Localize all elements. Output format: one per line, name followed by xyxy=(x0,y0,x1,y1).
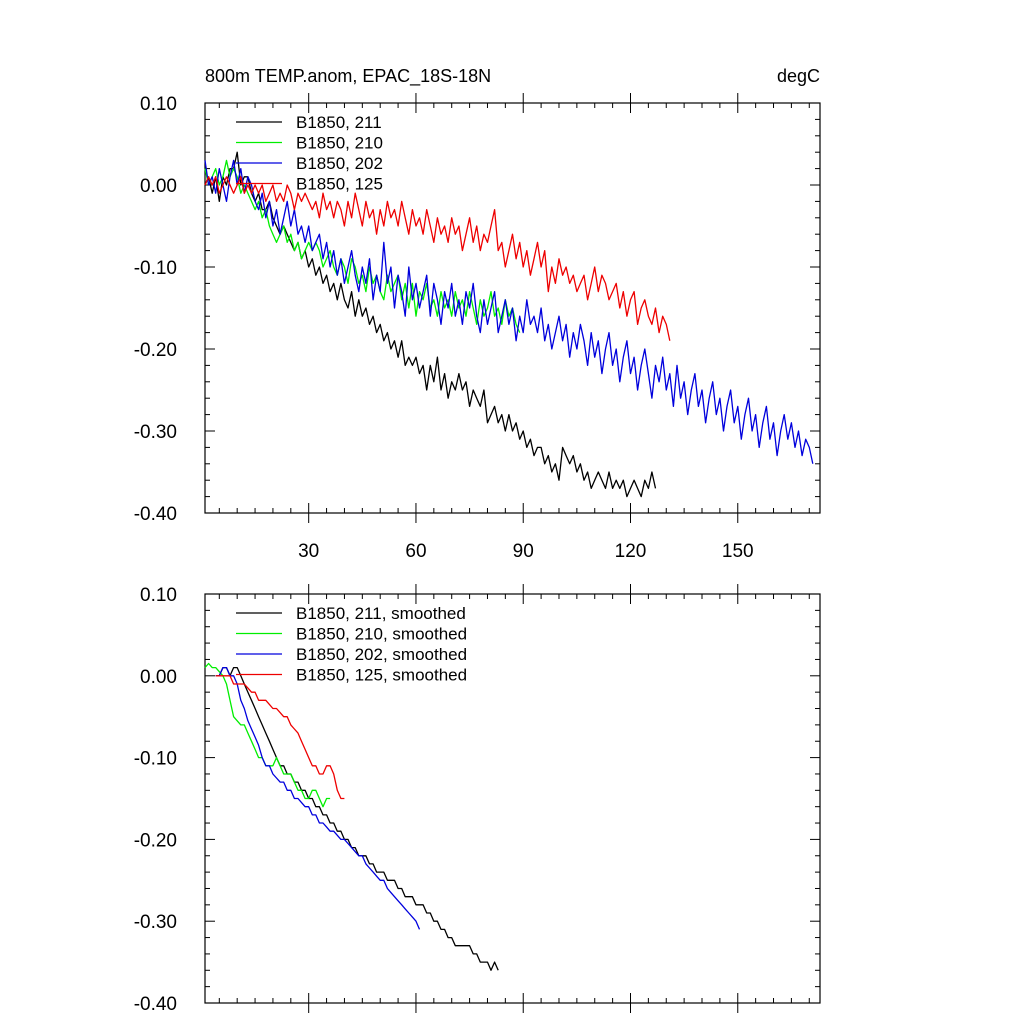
legend-entry: B1850, 211 xyxy=(296,113,382,132)
y-tick-label: -0.40 xyxy=(134,504,177,525)
series-line-2 xyxy=(204,159,521,333)
y-tick-label: 0.10 xyxy=(140,585,177,606)
y-tick-label: 0.10 xyxy=(140,94,177,115)
series-line-4 xyxy=(204,176,671,341)
plot-frame xyxy=(204,102,821,514)
y-tick-label: -0.10 xyxy=(134,258,177,279)
y-tick-label: -0.40 xyxy=(134,994,177,1015)
chart-panel-1: 0.10 0.00 -0.10 -0.20 -0.30 -0.40 30 60 90 120 150… xyxy=(134,66,821,562)
series-line-3 xyxy=(215,666,421,930)
y-tick-label: -0.20 xyxy=(134,340,177,361)
series-line-4 xyxy=(215,675,345,800)
x-tick-label: 30 xyxy=(298,541,319,562)
legend-entry: B1850, 202 xyxy=(296,154,383,173)
y-tick-label: -0.30 xyxy=(134,912,177,933)
plot-frame xyxy=(204,593,821,1004)
chart-title: 800m TEMP.anom, EPAC_18S-18N xyxy=(205,66,491,87)
series-line-3 xyxy=(204,159,814,464)
y-tick-label: 0.00 xyxy=(140,667,177,688)
legend-entry: B1850, 210 xyxy=(296,134,383,153)
legend-entry: B1850, 202, smoothed xyxy=(296,645,467,664)
series-line-1 xyxy=(204,151,657,498)
series-line-2 xyxy=(204,662,331,808)
series-line-1 xyxy=(215,666,499,971)
legend-entry: B1850, 210, smoothed xyxy=(296,625,467,644)
x-tick-label: 150 xyxy=(722,541,754,562)
legend-entry: B1850, 211, smoothed xyxy=(296,604,466,623)
y-tick-label: -0.20 xyxy=(134,830,177,851)
x-tick-label: 120 xyxy=(615,541,647,562)
y-tick-label: -0.30 xyxy=(134,422,177,443)
units-label: degC xyxy=(777,66,820,86)
legend-entry: B1850, 125 xyxy=(296,175,383,194)
x-tick-label: 60 xyxy=(405,541,426,562)
chart-panel-2: 0.10 0.00 -0.10 -0.20 -0.30 -0.40 B1850, 211, … xyxy=(134,584,821,1015)
x-tick-label: 90 xyxy=(513,541,534,562)
y-tick-label: 0.00 xyxy=(140,176,177,197)
y-tick-label: -0.10 xyxy=(134,749,177,770)
legend-entry: B1850, 125, smoothed xyxy=(296,666,467,685)
